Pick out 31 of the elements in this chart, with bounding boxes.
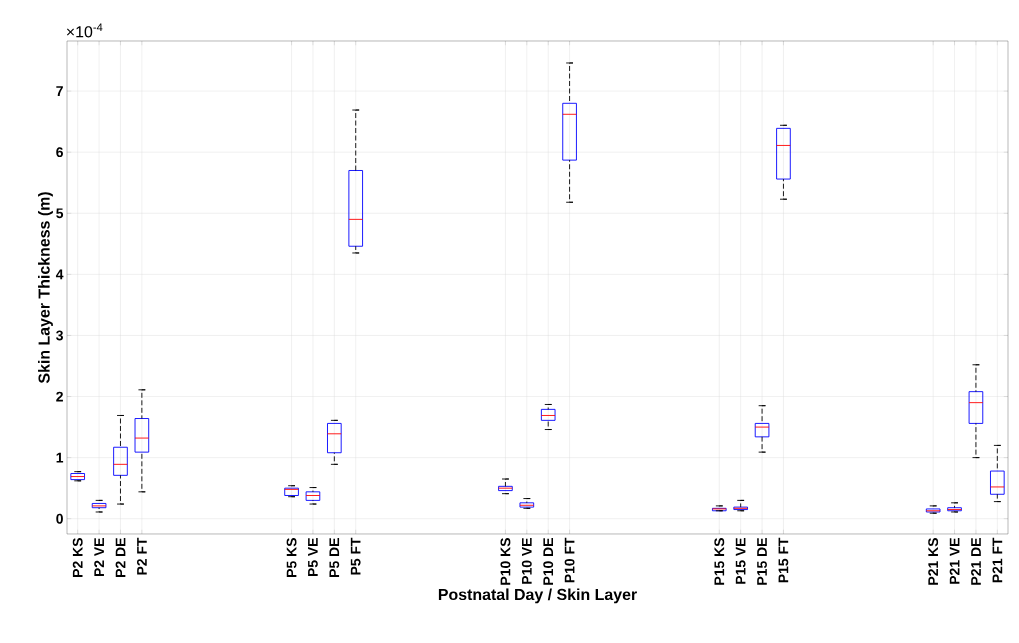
x-tick-label: P21 KS xyxy=(928,538,939,585)
x-tick-label: P10 VE xyxy=(521,538,532,584)
x-tick-label: P2 FT xyxy=(136,537,147,575)
x-tick-label: P2 VE xyxy=(94,538,104,577)
y-tick-label: 4 xyxy=(55,269,64,280)
x-tick-label: P5 VE xyxy=(308,538,318,577)
y-tick-label: 2 xyxy=(56,391,63,402)
y-tick-label: 5 xyxy=(56,208,64,219)
x-tick-label: P5 KS xyxy=(286,538,297,577)
x-tick-label: P15 FT xyxy=(778,537,789,583)
x-tick-label: P5 FT xyxy=(350,537,361,575)
x-tick-label: P15 KS xyxy=(714,538,725,585)
y-tick-label: 0 xyxy=(56,513,63,524)
x-axis-title: Postnatal Day / Skin Layer xyxy=(438,588,637,604)
y-tick-label: 1 xyxy=(56,452,64,463)
text: ×10$^{-4}$ xyxy=(66,23,103,38)
x-tick-label: P15 DE xyxy=(757,538,767,585)
x-tick-label: P10 FT xyxy=(564,537,575,583)
x-tick-label: P2 KS xyxy=(72,538,83,577)
y-tick-label: 6 xyxy=(56,147,63,158)
x-tick-label: P10 KS xyxy=(500,538,511,585)
x-tick-label: P21 FT xyxy=(992,537,1003,583)
x-tick-label: P15 VE xyxy=(735,538,746,584)
x-tick-label: P5 DE xyxy=(329,538,340,577)
y-axis-title: Skin Layer Thickness (m) xyxy=(38,192,53,384)
x-tick-label: P21 VE xyxy=(949,538,960,584)
y-tick-label: 3 xyxy=(56,330,63,341)
x-tick-label: P10 DE xyxy=(543,538,554,585)
y-tick-label: 7 xyxy=(56,86,63,96)
x-tick-label: P21 DE xyxy=(971,538,981,585)
x-tick-label: P2 DE xyxy=(115,538,126,577)
